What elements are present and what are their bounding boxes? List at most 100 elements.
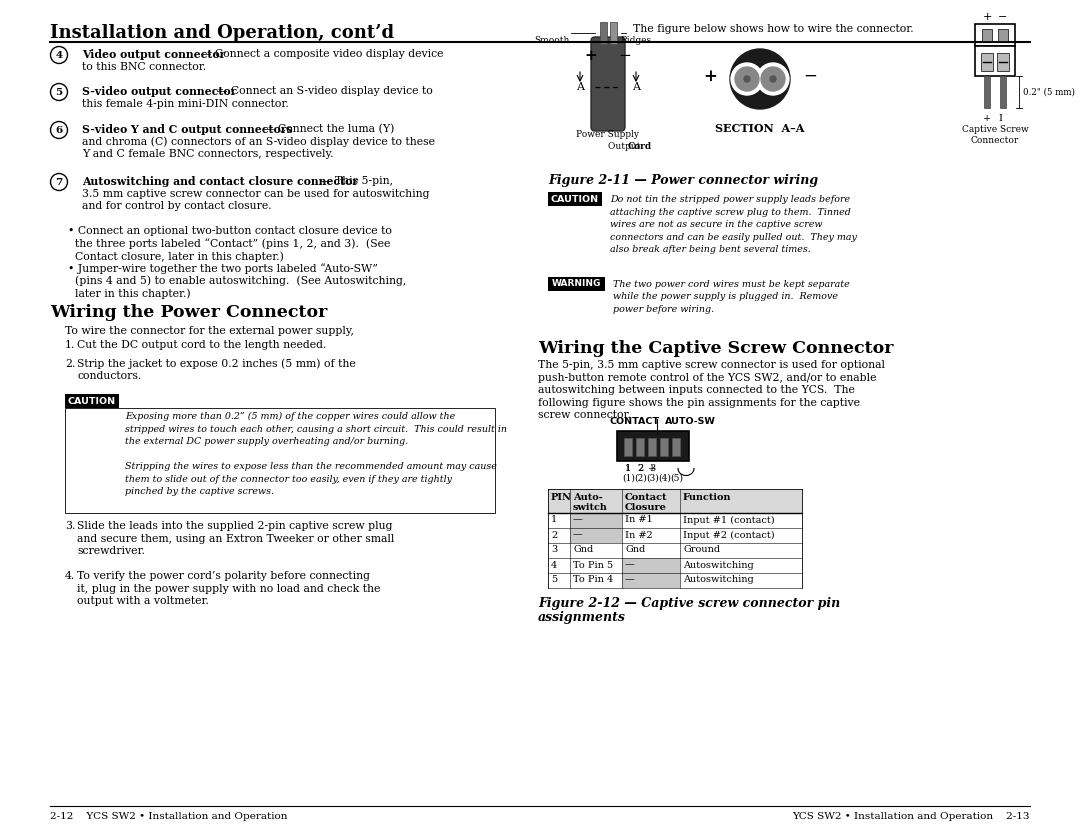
Bar — [548, 489, 802, 513]
Text: In #2: In #2 — [625, 530, 652, 540]
Text: Stripping the wires to expose less than the recommended amount may cause: Stripping the wires to expose less than … — [125, 462, 497, 471]
Text: Ridges: Ridges — [620, 36, 651, 45]
Text: —: — — [573, 515, 583, 525]
Text: switch: switch — [573, 503, 608, 511]
Text: to this BNC connector.: to this BNC connector. — [82, 62, 206, 72]
Circle shape — [731, 63, 762, 95]
Text: — Connect the luma (Y): — Connect the luma (Y) — [260, 124, 394, 134]
Text: the external DC power supply overheating and/or burning.: the external DC power supply overheating… — [125, 437, 408, 446]
Circle shape — [757, 63, 789, 95]
Text: 0.2" (5 mm): 0.2" (5 mm) — [1023, 88, 1075, 97]
Circle shape — [744, 76, 750, 82]
Text: S-video Y and C output connectors: S-video Y and C output connectors — [82, 124, 293, 135]
Text: Function: Function — [683, 493, 731, 501]
Text: (pins 4 and 5) to enable autoswitching.  (See Autoswitching,: (pins 4 and 5) to enable autoswitching. … — [68, 275, 406, 286]
Text: wires are not as secure in the captive screw: wires are not as secure in the captive s… — [610, 220, 823, 229]
Text: Wiring the Captive Screw Connector: Wiring the Captive Screw Connector — [538, 340, 893, 357]
Text: 6: 6 — [55, 125, 63, 134]
Text: 2.: 2. — [65, 359, 76, 369]
Text: Video output connector: Video output connector — [82, 49, 226, 60]
Text: 3.: 3. — [65, 521, 76, 531]
Text: 2: 2 — [637, 464, 643, 473]
Text: screwdriver.: screwdriver. — [77, 546, 145, 556]
Circle shape — [761, 67, 785, 91]
Text: Do not tin the stripped power supply leads before: Do not tin the stripped power supply lea… — [610, 195, 850, 204]
Text: (3): (3) — [646, 474, 659, 483]
Text: it, plug in the power supply with no load and check the: it, plug in the power supply with no loa… — [77, 584, 380, 594]
Text: • Jumper-wire together the two ports labeled “Auto-SW”: • Jumper-wire together the two ports lab… — [68, 263, 378, 274]
Bar — [1000, 76, 1005, 108]
Text: I: I — [998, 114, 1002, 123]
Text: WARNING: WARNING — [551, 279, 600, 288]
Text: the three ports labeled “Contact” (pins 1, 2, and 3).  (See: the three ports labeled “Contact” (pins … — [68, 239, 390, 249]
Text: SECTION  A–A: SECTION A–A — [715, 123, 805, 134]
Bar — [599, 22, 607, 44]
Text: AUTO-SW: AUTO-SW — [665, 416, 716, 425]
Text: push-button remote control of the YCS SW2, and/or to enable: push-button remote control of the YCS SW… — [538, 373, 877, 383]
Text: 1: 1 — [625, 464, 631, 473]
Text: Connector: Connector — [971, 136, 1020, 145]
Text: Power Supply: Power Supply — [577, 130, 639, 139]
Bar — [982, 29, 993, 41]
Text: CAUTION: CAUTION — [551, 194, 599, 203]
Text: Closure: Closure — [625, 503, 666, 511]
Bar — [997, 53, 1009, 71]
Text: The 5-pin, 3.5 mm captive screw connector is used for optional: The 5-pin, 3.5 mm captive screw connecto… — [538, 360, 885, 370]
Text: Autoswitching: Autoswitching — [683, 560, 754, 570]
Circle shape — [51, 47, 67, 63]
Text: 4: 4 — [55, 51, 63, 59]
Text: S-video output connector: S-video output connector — [82, 86, 237, 97]
Bar — [636, 438, 644, 455]
Text: PIN: PIN — [551, 493, 572, 501]
Bar — [672, 438, 680, 455]
Text: 2: 2 — [551, 530, 557, 540]
Text: Input #2 (contact): Input #2 (contact) — [683, 530, 774, 540]
Text: stripped wires to touch each other, causing a short circuit.  This could result : stripped wires to touch each other, caus… — [125, 425, 507, 434]
Text: Figure 2-11 — Power connector wiring: Figure 2-11 — Power connector wiring — [548, 174, 819, 187]
Text: and chroma (C) connectors of an S-video display device to these: and chroma (C) connectors of an S-video … — [82, 137, 435, 147]
Text: Input #1 (contact): Input #1 (contact) — [683, 515, 774, 525]
Text: 1: 1 — [625, 464, 631, 473]
Text: conductors.: conductors. — [77, 371, 141, 381]
Text: (5): (5) — [670, 474, 683, 483]
Text: CONTACT: CONTACT — [610, 416, 660, 425]
Text: 3.5 mm captive screw connector can be used for autoswitching: 3.5 mm captive screw connector can be us… — [82, 188, 430, 198]
Text: — This 5-pin,: — This 5-pin, — [318, 176, 393, 186]
Bar — [622, 557, 680, 572]
Text: Output: Output — [608, 142, 644, 151]
Text: Slide the leads into the supplied 2-pin captive screw plug: Slide the leads into the supplied 2-pin … — [77, 521, 392, 531]
Text: 4.: 4. — [65, 571, 76, 581]
Text: (1): (1) — [622, 474, 635, 483]
Text: • Connect an optional two-button contact closure device to: • Connect an optional two-button contact… — [68, 226, 392, 236]
Circle shape — [735, 67, 759, 91]
Text: Autoswitching: Autoswitching — [683, 575, 754, 585]
Text: Ground: Ground — [683, 545, 720, 555]
Text: YCS SW2 • Installation and Operation    2-13: YCS SW2 • Installation and Operation 2-1… — [793, 812, 1030, 821]
Text: 3: 3 — [551, 545, 557, 555]
Text: The figure below shows how to wire the connector.: The figure below shows how to wire the c… — [633, 24, 914, 34]
Text: 4: 4 — [551, 560, 557, 570]
Text: this female 4-pin mini-DIN connector.: this female 4-pin mini-DIN connector. — [82, 98, 288, 108]
Text: Contact closure, later in this chapter.): Contact closure, later in this chapter.) — [68, 251, 284, 262]
Text: 3: 3 — [649, 464, 656, 473]
Bar — [570, 527, 622, 542]
Text: To wire the connector for the external power supply,: To wire the connector for the external p… — [65, 326, 354, 336]
Bar — [975, 24, 1015, 46]
Bar — [570, 513, 622, 527]
Text: —: — — [573, 530, 583, 540]
Text: 7: 7 — [55, 178, 63, 187]
Text: Cut the DC output cord to the length needed.: Cut the DC output cord to the length nee… — [77, 340, 326, 350]
Text: assignments: assignments — [538, 611, 626, 625]
Text: 1: 1 — [551, 515, 557, 525]
Circle shape — [770, 76, 777, 82]
Text: autoswitching between inputs connected to the YCS.  The: autoswitching between inputs connected t… — [538, 385, 855, 395]
Text: power before wiring.: power before wiring. — [613, 304, 714, 314]
Bar — [624, 438, 632, 455]
Text: Wiring the Power Connector: Wiring the Power Connector — [50, 304, 327, 321]
Circle shape — [51, 173, 67, 190]
Text: In #1: In #1 — [625, 515, 652, 525]
Text: — Connect a composite video display device: — Connect a composite video display devi… — [197, 49, 444, 59]
Text: A: A — [576, 82, 584, 92]
Text: —: — — [625, 575, 635, 585]
Text: Strip the jacket to expose 0.2 inches (5 mm) of the: Strip the jacket to expose 0.2 inches (5… — [77, 359, 355, 369]
